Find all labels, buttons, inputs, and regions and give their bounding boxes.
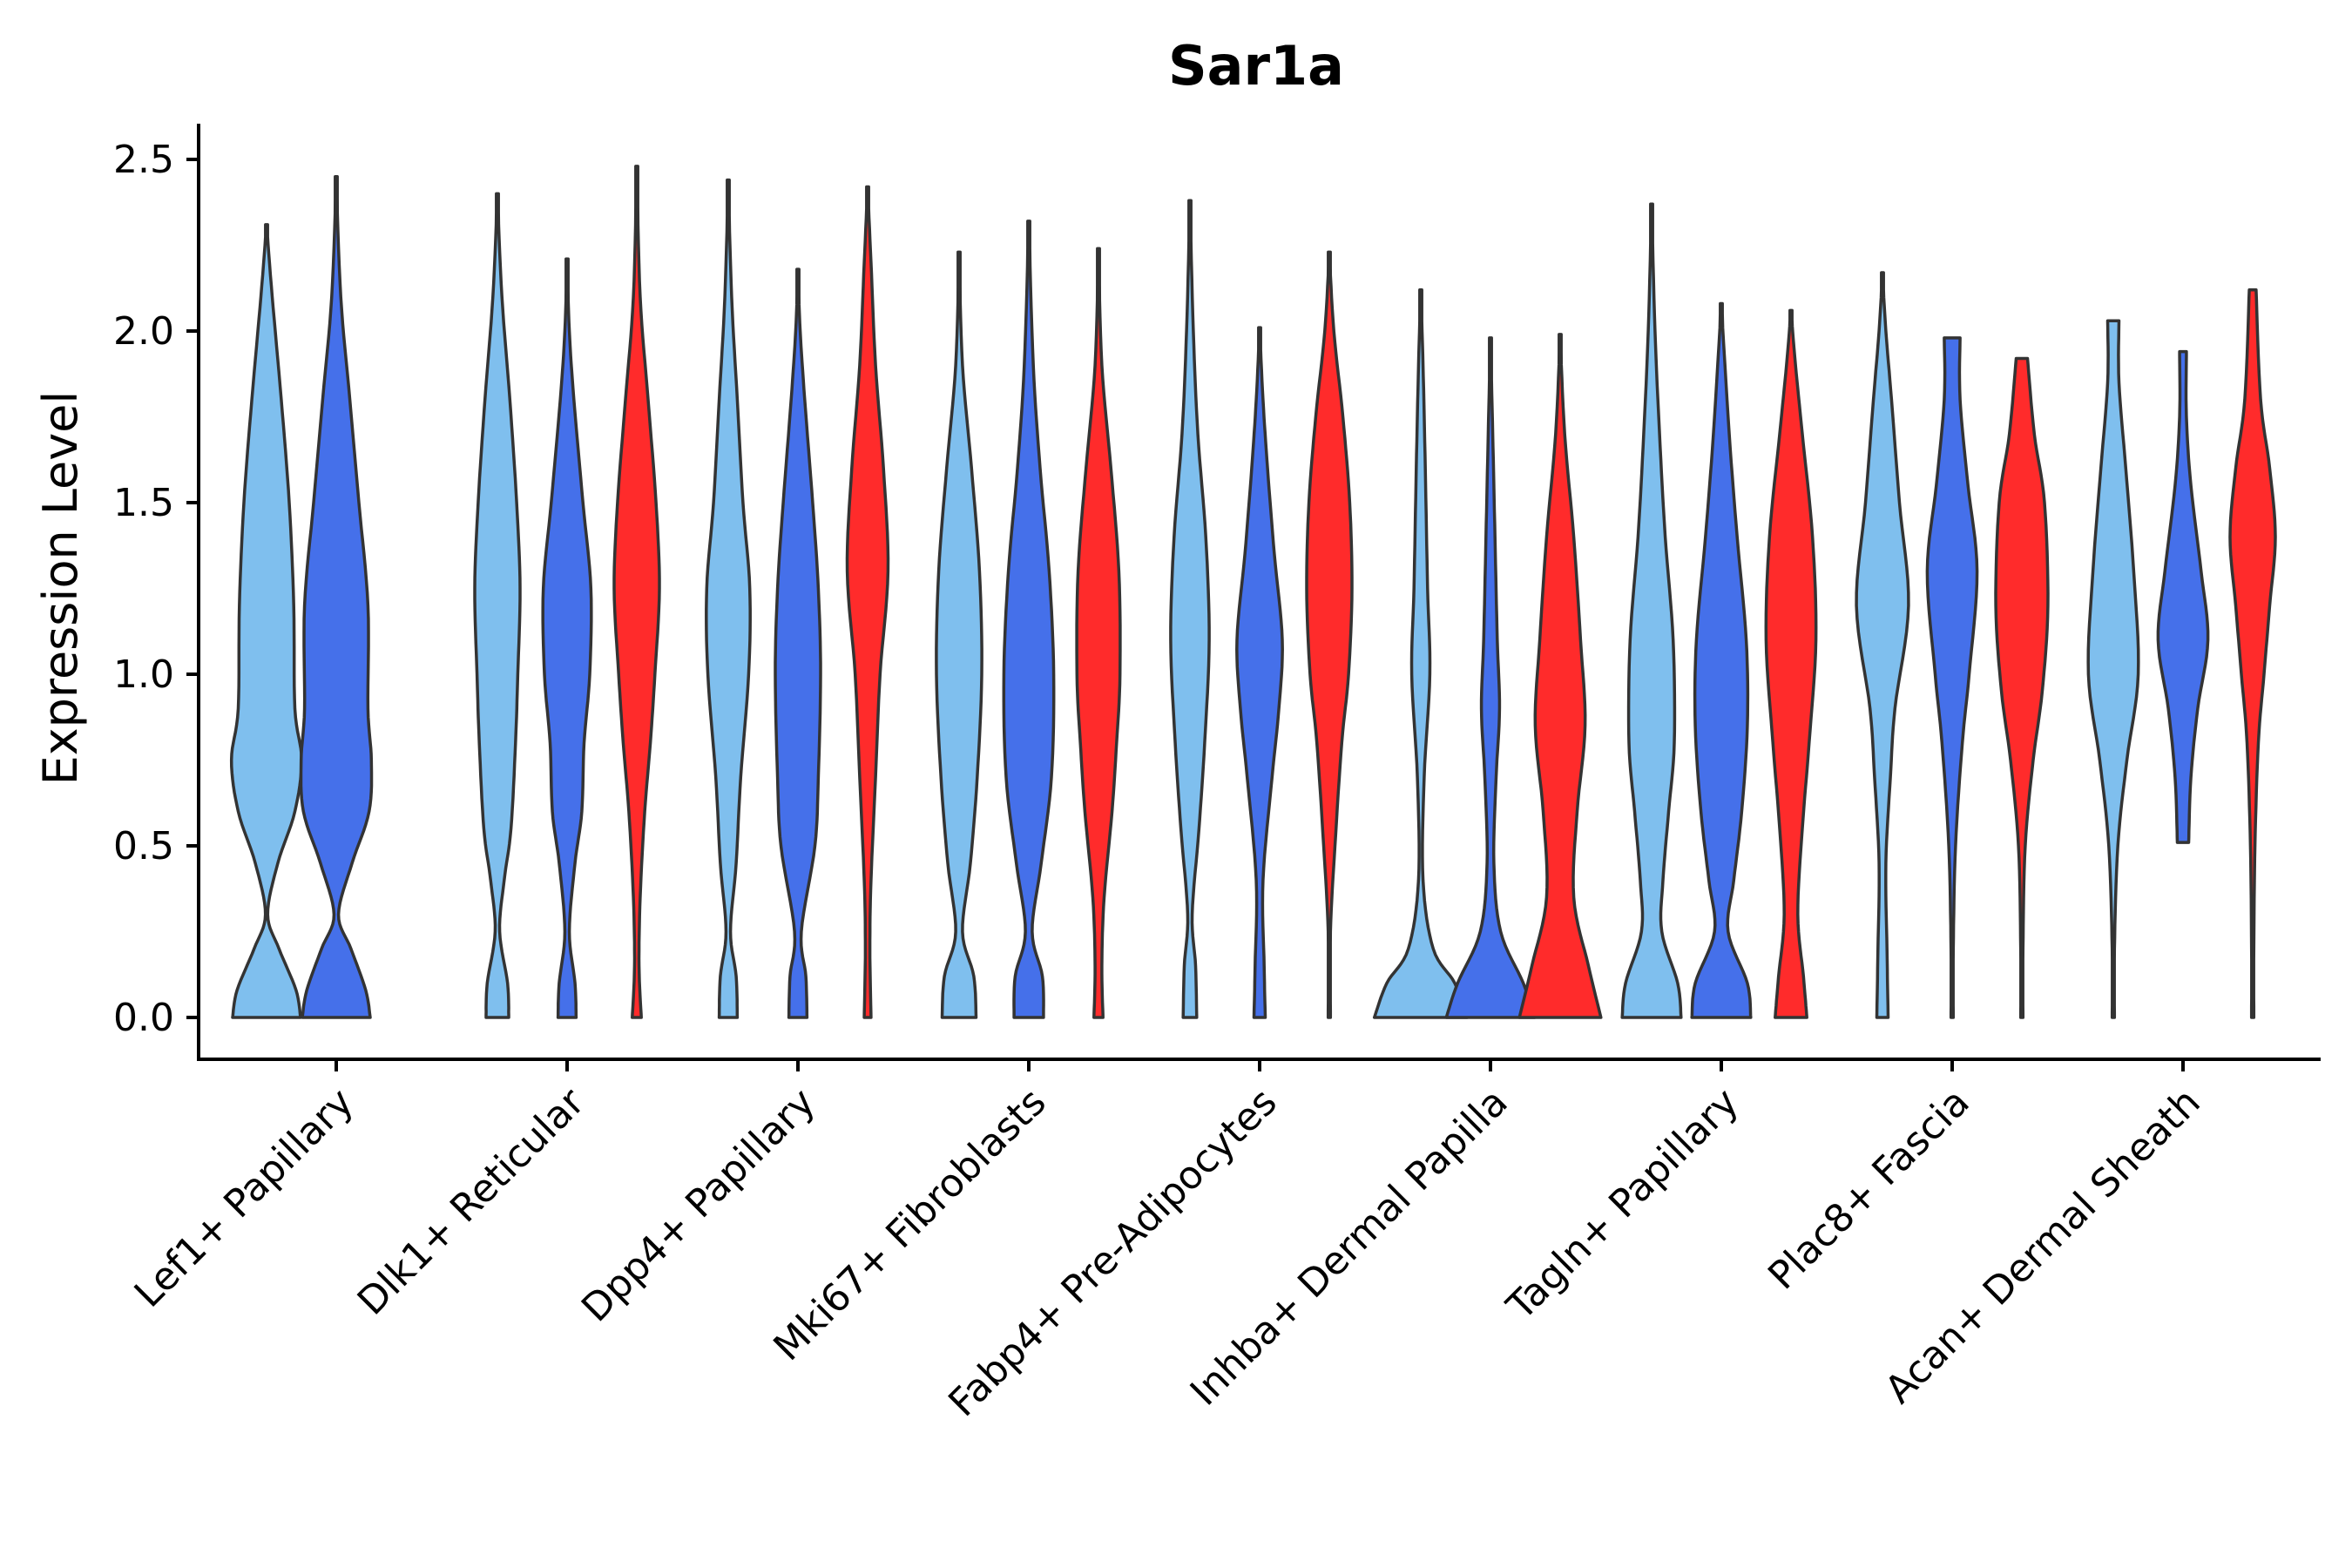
- violin-group-2: [1690, 301, 1753, 1019]
- x-tick-label: Tagln+ Papillary: [1498, 1080, 1747, 1329]
- y-tick-label: 1.0: [113, 652, 174, 697]
- y-axis-ticks: 0.0 0.5 1.0 1.5 2.0 2.5: [113, 138, 199, 1040]
- violin-group-2: [1235, 326, 1284, 1019]
- y-tick-label: 0.5: [113, 824, 174, 868]
- violin-group-2: [774, 267, 822, 1019]
- violin-group-1: [229, 223, 304, 1019]
- violin-group-1: [1620, 202, 1683, 1019]
- violin-group-1: [705, 178, 752, 1019]
- violin-group-3: [1994, 356, 2050, 1019]
- violin-group-2: [1925, 336, 1979, 1019]
- violin-group-3: [2228, 287, 2277, 1019]
- y-tick-label: 2.5: [113, 138, 174, 182]
- y-tick-label: 1.5: [113, 481, 174, 525]
- violin-group-1: [2086, 319, 2140, 1019]
- violin-group-1: [473, 192, 522, 1019]
- violin-group-3: [1075, 247, 1122, 1019]
- violin-group-1: [1169, 199, 1211, 1019]
- chart-title: Sar1a: [1168, 34, 1344, 98]
- violin-group-3: [612, 165, 661, 1019]
- x-tick-label: Lef1+ Papillary: [126, 1080, 362, 1316]
- y-tick-label: 0.0: [113, 996, 174, 1040]
- violin-group-1: [1372, 287, 1470, 1019]
- x-tick-label: Plac8+ Fascia: [1760, 1080, 1978, 1299]
- violin-group-2: [299, 174, 374, 1019]
- violin-group-2: [1002, 220, 1056, 1019]
- x-tick-label: Dpp4+ Papillary: [573, 1080, 824, 1331]
- violin-group-1: [1855, 271, 1910, 1019]
- violin-layer: [229, 165, 2277, 1019]
- violin-group-2: [1444, 336, 1537, 1019]
- violin-group-3: [1764, 308, 1818, 1019]
- violin-group-3: [845, 185, 890, 1019]
- violin-group-2: [2156, 349, 2210, 844]
- violin-group-1: [935, 250, 983, 1019]
- y-tick-label: 2.0: [113, 309, 174, 354]
- violin-group-3: [1517, 333, 1603, 1019]
- y-axis-label: Expression Level: [33, 391, 88, 786]
- x-tick-label: Dlk1+ Reticular: [349, 1079, 594, 1324]
- violin-group-3: [1305, 250, 1354, 1019]
- violin-group-2: [541, 257, 593, 1019]
